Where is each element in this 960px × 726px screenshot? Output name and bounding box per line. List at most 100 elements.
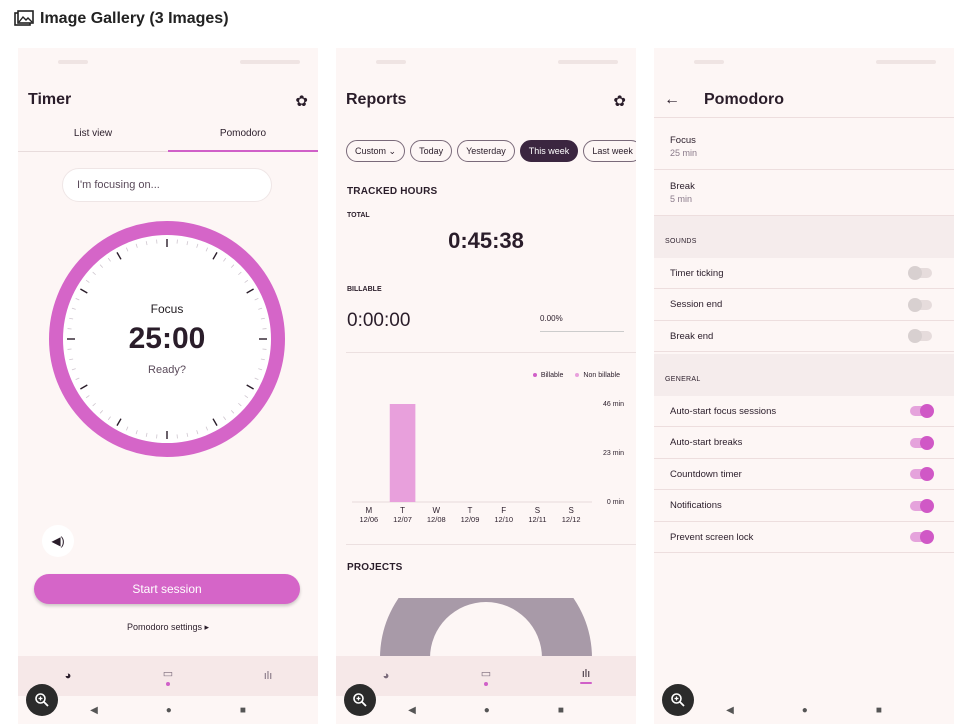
- toggle-knob: [920, 530, 934, 544]
- gear-icon[interactable]: ✿: [613, 93, 626, 110]
- start-session-button[interactable]: Start session: [34, 574, 300, 604]
- break-duration-row[interactable]: Break 5 min: [654, 170, 954, 216]
- zoom-button[interactable]: [662, 684, 694, 716]
- dial-major-tick: [246, 288, 254, 294]
- zoom-button[interactable]: [26, 684, 58, 716]
- legend-billable: Billable: [532, 372, 564, 379]
- nav-reports[interactable]: ılı: [218, 656, 318, 696]
- total-label: TOTAL: [347, 212, 370, 219]
- nav-calendar[interactable]: ▭: [118, 656, 218, 696]
- general-setting-toggle[interactable]: [910, 404, 934, 418]
- general-setting-label: Notifications: [670, 500, 722, 511]
- general-setting-toggle[interactable]: [910, 467, 934, 481]
- dial-minor-tick: [196, 430, 199, 435]
- legend-non-billable-label: Non billable: [583, 372, 620, 379]
- nav-reports[interactable]: ılı: [536, 656, 636, 696]
- dial-minor-tick: [186, 432, 189, 437]
- billable-label: BILLABLE: [347, 286, 382, 293]
- general-setting-toggle[interactable]: [910, 530, 934, 544]
- timer-topbar: Timer: [18, 82, 318, 118]
- chip-last-week[interactable]: Last week: [583, 140, 636, 162]
- dial-minor-tick: [260, 358, 265, 361]
- general-setting-row[interactable]: Prevent screen lock: [654, 522, 954, 553]
- general-setting-row[interactable]: Notifications: [654, 491, 954, 522]
- toggle-knob: [908, 266, 922, 280]
- focus-input[interactable]: I'm focusing on...: [62, 168, 272, 202]
- legend-billable-label: Billable: [540, 372, 564, 379]
- divider: [346, 352, 636, 353]
- nav-calendar[interactable]: ▭: [436, 656, 536, 696]
- toggle-knob: [920, 498, 934, 513]
- sound-setting-row[interactable]: Session end: [654, 290, 954, 321]
- nav-active-dot: [484, 681, 488, 686]
- general-setting-row[interactable]: Countdown timer: [654, 459, 954, 490]
- sys-back-icon[interactable]: ◀: [90, 704, 98, 716]
- sys-recents-icon[interactable]: ■: [875, 704, 882, 716]
- dial-minor-tick: [92, 271, 96, 276]
- sys-home-icon[interactable]: ●: [483, 704, 490, 716]
- sound-setting-row[interactable]: Timer ticking: [654, 258, 954, 289]
- pomodoro-settings-link[interactable]: Pomodoro settings ▸: [126, 622, 210, 632]
- chip-yesterday[interactable]: Yesterday: [457, 140, 515, 162]
- tab-pomodoro[interactable]: Pomodoro: [168, 124, 318, 152]
- total-value: 0:45:38: [448, 228, 524, 253]
- sound-setting-toggle[interactable]: [908, 266, 932, 280]
- x-tick-date: 12/07: [393, 515, 412, 524]
- general-heading: GENERAL: [665, 376, 701, 383]
- toggle-knob: [920, 467, 934, 481]
- chip-this-week[interactable]: This week: [519, 140, 579, 162]
- focus-duration-value: 25 min: [670, 148, 698, 158]
- dial-minor-tick: [99, 410, 104, 414]
- dial-major-tick: [212, 252, 218, 260]
- general-setting-toggle[interactable]: [910, 435, 934, 450]
- gallery-header: Image Gallery (3 Images): [14, 8, 229, 30]
- chip-custom[interactable]: Custom ⌄: [346, 140, 406, 162]
- toggle-knob: [908, 297, 922, 312]
- dial-minor-tick: [107, 416, 111, 421]
- sys-recents-icon[interactable]: ■: [239, 704, 246, 716]
- tab-list-view[interactable]: List view: [73, 128, 113, 139]
- volume-icon: ◀): [51, 534, 65, 548]
- gear-icon[interactable]: ✿: [295, 93, 308, 110]
- zoom-icon: [671, 693, 685, 707]
- sys-back-icon[interactable]: ◀: [408, 704, 416, 716]
- general-setting-row[interactable]: Auto-start breaks: [654, 428, 954, 459]
- system-nav-bar: ◀ ● ■: [654, 696, 954, 724]
- break-duration-value: 5 min: [670, 194, 693, 204]
- x-tick-day: F: [501, 506, 506, 515]
- sound-setting-toggle[interactable]: [908, 297, 932, 312]
- dial-minor-tick: [244, 279, 249, 283]
- reports-nav-icon: ılı: [263, 670, 273, 682]
- dial-minor-tick: [254, 377, 259, 381]
- status-bar: [654, 48, 954, 78]
- dial-minor-tick: [223, 257, 227, 262]
- bottom-nav: ◕ ▭ ılı: [18, 656, 318, 696]
- nav-active-dot: [166, 681, 170, 686]
- reports-topbar: Reports: [336, 82, 636, 118]
- sound-setting-label: Session end: [670, 299, 723, 310]
- x-tick-date: 12/08: [427, 515, 446, 524]
- general-setting-label: Auto-start focus sessions: [670, 405, 777, 417]
- sound-setting-row[interactable]: Break end: [654, 321, 954, 352]
- dial-minor-tick: [135, 243, 138, 248]
- sys-recents-icon[interactable]: ■: [557, 704, 564, 716]
- nav-timer[interactable]: ◕: [18, 656, 118, 696]
- dial-minor-tick: [254, 297, 259, 301]
- general-setting-toggle[interactable]: [910, 498, 934, 513]
- chip-today[interactable]: Today: [410, 140, 453, 162]
- dial-minor-tick: [92, 402, 96, 407]
- volume-button[interactable]: ◀): [42, 525, 74, 557]
- sound-setting-toggle[interactable]: [908, 329, 932, 343]
- sys-back-icon[interactable]: ◀: [726, 704, 734, 716]
- back-arrow-icon[interactable]: ←: [664, 90, 680, 108]
- legend-non-billable: Non billable: [575, 372, 620, 379]
- sys-home-icon[interactable]: ●: [165, 704, 172, 716]
- focus-duration-row[interactable]: Focus 25 min: [654, 124, 954, 170]
- general-setting-label: Prevent screen lock: [670, 531, 754, 543]
- dial-minor-tick: [260, 317, 265, 320]
- general-setting-row[interactable]: Auto-start focus sessions: [654, 396, 954, 427]
- zoom-button[interactable]: [344, 684, 376, 716]
- nav-timer[interactable]: ◕: [336, 656, 436, 696]
- toggle-knob: [920, 404, 934, 418]
- sys-home-icon[interactable]: ●: [801, 704, 808, 716]
